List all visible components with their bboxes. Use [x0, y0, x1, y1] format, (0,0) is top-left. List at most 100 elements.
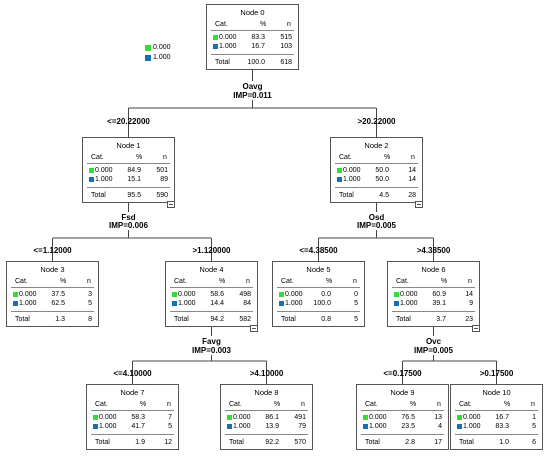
- category-pct: 39.1: [432, 300, 446, 307]
- total-pct: 95.5: [127, 192, 141, 199]
- header-cat: Cat.: [91, 154, 104, 161]
- header-pct: %: [260, 21, 267, 28]
- category-swatch-blue: [213, 44, 218, 49]
- tree-node: Node 2 Cat.% n 0.000 50.0 14 1.000 50.0 14 Total 4…: [330, 137, 423, 208]
- category-label: 1.000: [463, 423, 481, 430]
- category-swatch-green: [457, 415, 462, 420]
- collapse-toggle-icon[interactable]: [250, 325, 258, 332]
- total-n: 618: [280, 59, 292, 66]
- category-label: 1.000: [285, 300, 303, 307]
- collapse-toggle-icon[interactable]: [415, 201, 423, 208]
- category-label: 1.000: [178, 300, 196, 307]
- category-n: 9: [469, 300, 473, 307]
- total-divider: [392, 311, 475, 312]
- total-n: 6: [532, 439, 536, 446]
- category-n: 84: [243, 300, 251, 307]
- total-label: Total: [365, 439, 380, 446]
- split-variable: Ovc: [425, 337, 442, 346]
- category-swatch-green: [337, 168, 342, 173]
- category-n: 515: [280, 34, 292, 41]
- total-pct: 92.2: [265, 439, 279, 446]
- category-n: 89: [160, 176, 168, 183]
- category-label: 0.000: [369, 414, 387, 421]
- category-label: 1.000: [19, 300, 37, 307]
- category-swatch-green: [89, 168, 94, 173]
- split-variable: Osd: [368, 213, 385, 222]
- category-swatch-blue: [363, 424, 368, 429]
- node-title: Node 9: [390, 388, 415, 397]
- node-title: Node 7: [120, 388, 145, 397]
- category-label: 0.000: [95, 167, 113, 174]
- node-title: Node 0: [240, 8, 265, 17]
- header-pct: %: [274, 401, 281, 408]
- tree-node: Node 5 Cat.% n 0.000 0.0 0 1.000 100.0 5 Total 0.8…: [272, 261, 365, 327]
- header-divider: [87, 163, 170, 164]
- total-divider: [225, 434, 308, 435]
- total-n: 23: [465, 316, 473, 323]
- total-divider: [455, 434, 538, 435]
- tree-node: Node 9 Cat.% n 0.000 76.5 13 1.000 23.5 4 Total 2.…: [356, 384, 449, 450]
- split-improvement: IMP=0.005: [357, 221, 396, 230]
- category-n: 14: [408, 176, 416, 183]
- branch-label-left: <=20.22000: [107, 117, 150, 126]
- total-label: Total: [95, 439, 110, 446]
- total-pct: 0.8: [321, 316, 331, 323]
- category-label: 1.000: [99, 423, 117, 430]
- category-label: 0.000: [19, 291, 37, 298]
- total-pct: 1.9: [135, 439, 145, 446]
- total-divider: [87, 187, 170, 188]
- category-swatch-green: [279, 292, 284, 297]
- category-swatch-blue: [93, 424, 98, 429]
- category-n: 0: [354, 291, 358, 298]
- header-n: n: [531, 401, 535, 408]
- category-pct: 41.7: [131, 423, 145, 430]
- total-divider: [361, 434, 444, 435]
- category-n: 491: [294, 414, 306, 421]
- header-cat: Cat.: [15, 278, 28, 285]
- branch-label-left: <=4.38500: [299, 246, 338, 255]
- category-label: 0.000: [343, 167, 361, 174]
- category-n: 1: [532, 414, 536, 421]
- header-n: n: [468, 278, 472, 285]
- category-swatch-green: [363, 415, 368, 420]
- branch-label-right: >20.22000: [357, 117, 396, 126]
- category-label: 0.000: [463, 414, 481, 421]
- category-label: 1.000: [219, 43, 237, 50]
- tree-node: Node 6 Cat.% n 0.000 60.9 14 1.000 39.1 9 Total 3.…: [387, 261, 480, 332]
- legend-swatch-blue: [145, 55, 151, 61]
- header-divider: [91, 410, 174, 411]
- total-n: 582: [239, 316, 251, 323]
- node-title: Node 1: [116, 141, 141, 150]
- branch-label-left: <=0.17500: [383, 369, 422, 378]
- category-pct: 16.7: [495, 414, 509, 421]
- total-pct: 4.5: [379, 192, 389, 199]
- total-label: Total: [339, 192, 354, 199]
- total-n: 8: [88, 316, 92, 323]
- header-divider: [277, 287, 360, 288]
- category-label: 1.000: [369, 423, 387, 430]
- category-pct: 86.1: [265, 414, 279, 421]
- header-cat: Cat.: [339, 154, 352, 161]
- header-divider: [335, 163, 418, 164]
- node-title: Node 5: [306, 265, 331, 274]
- category-swatch-blue: [13, 301, 18, 306]
- total-divider: [211, 54, 294, 55]
- category-n: 5: [88, 300, 92, 307]
- branch-label-left: <=1.12000: [33, 246, 72, 255]
- header-cat: Cat.: [229, 401, 242, 408]
- total-pct: 2.8: [405, 439, 415, 446]
- tree-node: Node 8 Cat.% n 0.000 86.1 491 1.000 13.9 79 Total…: [220, 384, 313, 450]
- total-n: 5: [354, 316, 358, 323]
- category-swatch-green: [93, 415, 98, 420]
- header-pct: %: [136, 154, 143, 161]
- category-swatch-blue: [227, 424, 232, 429]
- collapse-toggle-icon[interactable]: [167, 201, 175, 208]
- category-n: 14: [465, 291, 473, 298]
- category-pct: 23.5: [401, 423, 415, 430]
- collapse-toggle-icon[interactable]: [472, 325, 480, 332]
- header-pct: %: [219, 278, 226, 285]
- header-n: n: [246, 278, 250, 285]
- split-variable: Oavg: [242, 82, 263, 91]
- header-cat: Cat.: [281, 278, 294, 285]
- total-n: 28: [408, 192, 416, 199]
